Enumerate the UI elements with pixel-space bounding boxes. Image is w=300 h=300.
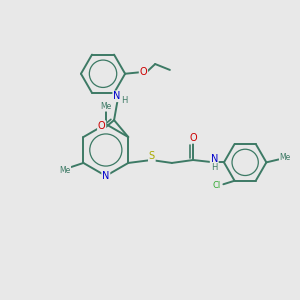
Text: O: O [189, 133, 197, 143]
Text: N: N [211, 154, 218, 164]
Text: N: N [113, 91, 121, 101]
Text: Me: Me [59, 167, 70, 176]
Text: O: O [98, 121, 106, 131]
Text: O: O [140, 67, 147, 77]
Text: Me: Me [280, 154, 291, 163]
Text: N: N [102, 171, 110, 181]
Text: H: H [211, 163, 218, 172]
Text: H: H [121, 96, 128, 105]
Text: S: S [149, 152, 155, 161]
Text: Me: Me [100, 102, 112, 111]
Text: Cl: Cl [213, 181, 221, 190]
